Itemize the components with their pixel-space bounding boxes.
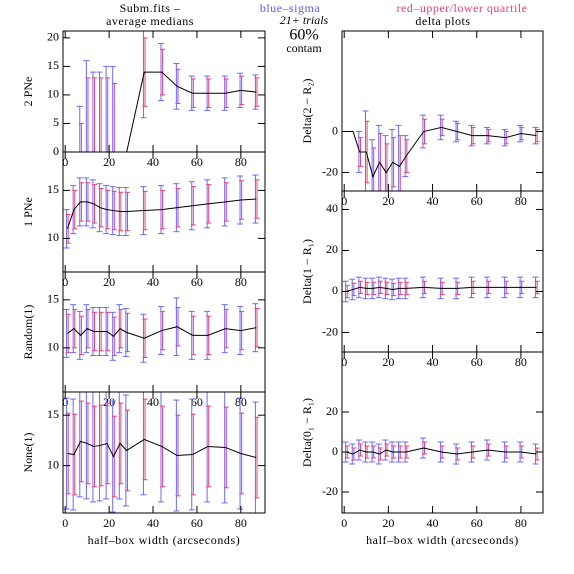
x-axis-label: half–box width (arcseconds) (366, 533, 519, 547)
y-axis-label: Delta(2 − R₂) (300, 79, 314, 144)
y-tick-label: -20 (322, 484, 338, 498)
x-tick-label: 40 (147, 155, 159, 169)
x-tick-label: 40 (427, 355, 439, 369)
x-tick-label: 40 (147, 275, 159, 289)
plot-area (342, 276, 540, 303)
y-tick-label: 20 (326, 404, 338, 418)
x-tick-label: 0 (341, 194, 347, 208)
y-tick-label: 20 (326, 242, 338, 256)
y-tick-label: 0 (332, 123, 338, 137)
x-tick-label: 60 (191, 395, 203, 409)
x-tick-label: 20 (382, 194, 394, 208)
median-line (67, 438, 257, 459)
y-tick-label: 10 (47, 87, 59, 101)
y-axis-label: 2 PNe (21, 77, 35, 107)
median-line (66, 198, 257, 229)
plot-area (346, 110, 540, 191)
frame (341, 351, 544, 514)
y-axis-label: 1 PNe (21, 197, 35, 227)
x-tick-label: 40 (427, 194, 439, 208)
x-tick-label: 20 (382, 516, 394, 530)
plot-area (63, 174, 260, 249)
y-tick-label: 0 (332, 444, 338, 458)
frame (62, 391, 266, 514)
x-tick-label: 60 (471, 194, 483, 208)
y-tick-label: -20 (322, 164, 338, 178)
median-line (67, 71, 257, 152)
y-axis-label: Random(1) (21, 305, 35, 360)
y-axis-label: Delta(0₁ − R₁) (300, 398, 314, 467)
x-tick-label: 20 (103, 275, 115, 289)
x-tick-label: 80 (515, 355, 527, 369)
y-tick-label: 15 (47, 58, 59, 72)
right-title: delta plots (415, 14, 470, 28)
percent: 60% (289, 27, 318, 44)
plot-area (63, 392, 260, 513)
y-axis-label: None(1) (21, 433, 35, 473)
trials: 21+ trials (280, 13, 329, 27)
plot-area (67, 31, 260, 152)
x-tick-label: 20 (382, 355, 394, 369)
plot-area (63, 297, 260, 363)
left-title: average medians (106, 14, 194, 28)
x-tick-label: 40 (147, 516, 159, 530)
y-tick-label: 15 (47, 407, 59, 421)
x-tick-label: 20 (103, 155, 115, 169)
x-tick-label: 60 (471, 355, 483, 369)
sigma-note: blue–sigma (260, 1, 320, 15)
x-tick-label: 0 (341, 355, 347, 369)
x-tick-label: 20 (103, 516, 115, 530)
median-line (346, 286, 537, 292)
y-tick-label: -20 (322, 324, 338, 338)
x-axis-label: half–box width (arcseconds) (88, 533, 241, 547)
x-tick-label: 0 (341, 516, 347, 530)
y-tick-label: 5 (53, 115, 59, 129)
x-tick-label: 60 (471, 516, 483, 530)
y-tick-label: 15 (47, 292, 59, 306)
y-tick-label: 10 (47, 230, 59, 244)
x-tick-label: 0 (62, 395, 68, 409)
x-tick-label: 0 (62, 155, 68, 169)
y-tick-label: 10 (47, 340, 59, 354)
x-tick-label: 0 (62, 516, 68, 530)
x-tick-label: 60 (191, 155, 203, 169)
x-tick-label: 80 (235, 275, 247, 289)
y-axis-label: Delta(1 − R₁) (300, 239, 314, 304)
median-line (346, 447, 537, 455)
x-tick-label: 80 (235, 516, 247, 530)
y-tick-label: 40 (326, 201, 338, 215)
y-tick-label: 10 (47, 457, 59, 471)
y-tick-label: 20 (47, 30, 59, 44)
x-tick-label: 60 (191, 275, 203, 289)
y-tick-label: 15 (47, 182, 59, 196)
median-line (67, 326, 257, 339)
x-tick-label: 80 (235, 155, 247, 169)
median-line (346, 126, 537, 179)
y-tick-label: 0 (332, 283, 338, 297)
contam: contam (286, 41, 322, 55)
quartile-note: red–upper/lower quartile (397, 1, 528, 15)
plot-area (342, 437, 540, 465)
x-tick-label: 40 (427, 516, 439, 530)
x-tick-label: 0 (62, 275, 68, 289)
x-tick-label: 40 (147, 395, 159, 409)
x-tick-label: 80 (515, 516, 527, 530)
x-tick-label: 80 (515, 194, 527, 208)
file-name: Subm.fits – (120, 1, 181, 15)
x-tick-label: 60 (191, 516, 203, 530)
frame (341, 190, 544, 353)
y-tick-label: 0 (53, 144, 59, 158)
